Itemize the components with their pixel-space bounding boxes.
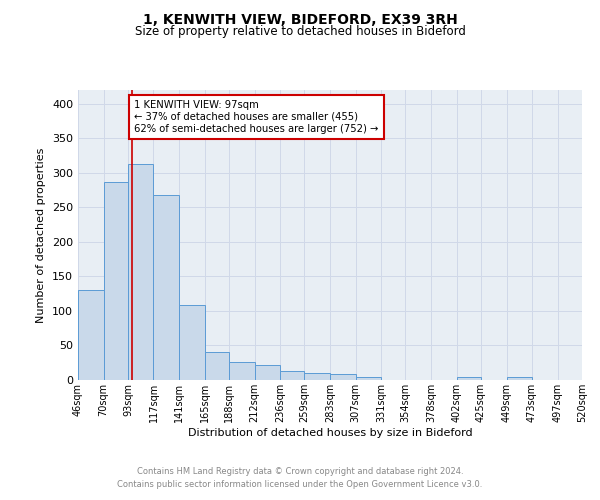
Bar bbox=[179, 306, 205, 380]
Bar bbox=[104, 182, 128, 380]
Text: Contains HM Land Registry data © Crown copyright and database right 2024.: Contains HM Land Registry data © Crown c… bbox=[137, 467, 463, 476]
Text: Size of property relative to detached houses in Bideford: Size of property relative to detached ho… bbox=[134, 25, 466, 38]
Bar bbox=[330, 374, 356, 380]
Bar bbox=[154, 195, 179, 380]
Bar bbox=[78, 290, 104, 380]
Text: Contains public sector information licensed under the Open Government Licence v3: Contains public sector information licen… bbox=[118, 480, 482, 489]
Y-axis label: Number of detached properties: Number of detached properties bbox=[37, 148, 46, 322]
Text: 1, KENWITH VIEW, BIDEFORD, EX39 3RH: 1, KENWITH VIEW, BIDEFORD, EX39 3RH bbox=[143, 12, 457, 26]
Text: 1 KENWITH VIEW: 97sqm
← 37% of detached houses are smaller (455)
62% of semi-det: 1 KENWITH VIEW: 97sqm ← 37% of detached … bbox=[134, 100, 379, 134]
X-axis label: Distribution of detached houses by size in Bideford: Distribution of detached houses by size … bbox=[188, 428, 472, 438]
Bar bbox=[457, 376, 481, 380]
Bar bbox=[304, 373, 330, 380]
Bar bbox=[128, 164, 154, 380]
Bar bbox=[254, 365, 280, 380]
Bar bbox=[356, 376, 381, 380]
Bar bbox=[205, 352, 229, 380]
Bar bbox=[506, 377, 532, 380]
Bar bbox=[229, 362, 254, 380]
Bar bbox=[280, 371, 304, 380]
